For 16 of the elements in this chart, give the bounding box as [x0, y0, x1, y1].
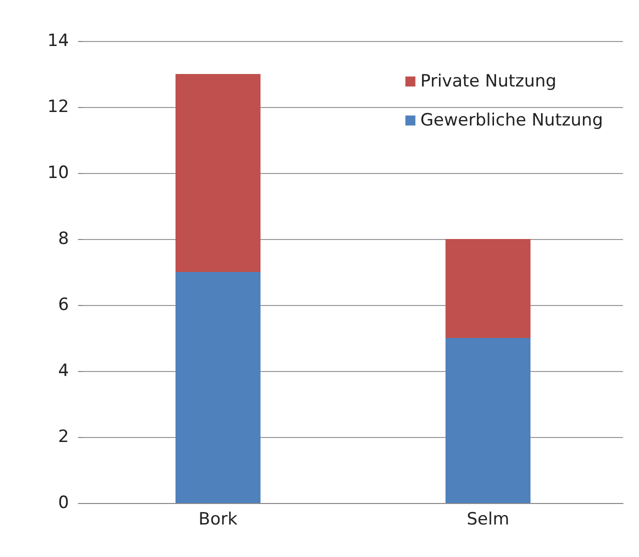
legend-label: Gewerbliche Nutzung	[420, 110, 604, 130]
bar	[446, 239, 530, 338]
x-tick-label: Bork	[198, 510, 238, 530]
bar	[176, 74, 260, 272]
y-tick-label: 0	[58, 493, 69, 513]
y-tick-label: 14	[47, 31, 69, 51]
y-tick-label: 4	[58, 361, 69, 381]
legend-label: Private Nutzung	[420, 72, 556, 92]
y-tick-label: 2	[58, 427, 69, 447]
y-tick-label: 10	[47, 163, 69, 183]
y-tick-label: 8	[58, 229, 69, 249]
y-tick-label: 6	[58, 295, 69, 315]
x-tick-label: Selm	[466, 510, 510, 530]
y-tick-label: 12	[47, 97, 69, 117]
bar	[176, 272, 260, 503]
bar	[446, 338, 530, 503]
